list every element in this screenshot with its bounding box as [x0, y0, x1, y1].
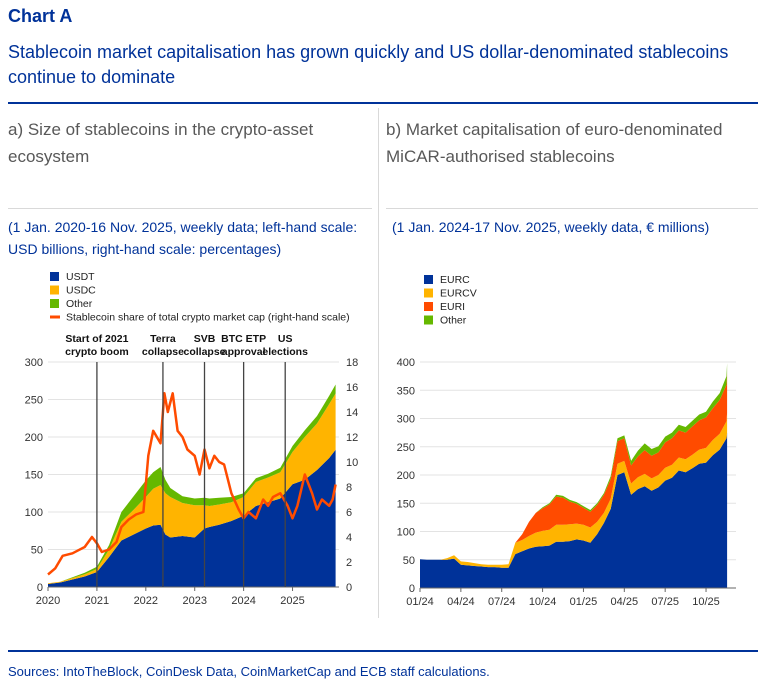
- panel-b-ytick-label: 150: [397, 498, 415, 510]
- panel-a-legend-label: Other: [66, 298, 93, 310]
- panel-a-y2tick-label: 2: [346, 557, 352, 569]
- panel-a-ytick-label: 150: [25, 470, 43, 482]
- panel-b-ytick-label: 350: [397, 385, 415, 397]
- panel-b-legend-label: EURCV: [440, 288, 477, 300]
- panel-b-separator: [386, 208, 758, 209]
- panel-a-separator: [8, 208, 372, 209]
- panel-divider: [378, 108, 379, 618]
- panel-a-event-label: collapse: [183, 346, 225, 358]
- panel-a-y2tick-label: 4: [346, 532, 352, 544]
- panel-a-ytick-label: 0: [37, 582, 43, 594]
- panel-a-ytick-label: 50: [31, 545, 43, 557]
- panel-a-y2tick-label: 10: [346, 457, 358, 469]
- panel-a-legend-swatch: [50, 272, 59, 281]
- panel-a-xtick-label: 2024: [231, 595, 255, 607]
- panel-a-xtick-label: 2021: [85, 595, 109, 607]
- panel-b-xtick-label: 07/24: [488, 596, 516, 608]
- panel-b-ytick-label: 400: [397, 357, 415, 369]
- panel-b-xtick-label: 04/25: [611, 596, 639, 608]
- panel-b-xtick-label: 01/24: [406, 596, 434, 608]
- panel-b-xtick-label: 01/25: [570, 596, 598, 608]
- panel-a-ytick-label: 250: [25, 395, 43, 407]
- panel-a-ytick-label: 100: [25, 507, 43, 519]
- panel-a-xtick-label: 2020: [36, 595, 60, 607]
- panel-a-y2tick-label: 0: [346, 582, 352, 594]
- panel-a-legend-label: Stablecoin share of total crypto market …: [66, 312, 350, 324]
- panel-b-legend-label: Other: [440, 315, 467, 327]
- panel-a-event-label: collapse: [142, 346, 184, 358]
- panel-a-share-line: [47, 392, 337, 576]
- panel-b-xtick-label: 07/25: [651, 596, 679, 608]
- panel-b-xtick-label: 04/24: [447, 596, 475, 608]
- panel-a-title: a) Size of stablecoins in the crypto-ass…: [8, 120, 314, 166]
- panel-a-ytick-label: 200: [25, 432, 43, 444]
- panel-b-title: b) Market capitalisation of euro-denomin…: [386, 120, 723, 166]
- panel-b-area-eurc: [420, 432, 728, 588]
- panel-b-legend-label: EURC: [440, 274, 470, 286]
- panel-b-area-eurcv: [420, 412, 728, 568]
- panel-a-area-usdc: [48, 393, 336, 584]
- panel-a-y2tick-label: 14: [346, 407, 358, 419]
- panel-b-xtick-label: 10/24: [529, 596, 557, 608]
- chart-title: Stablecoin market capitalisation has gro…: [8, 42, 729, 87]
- panel-b-ytick-label: 250: [397, 442, 415, 454]
- panel-b-legend-swatch: [424, 315, 433, 325]
- panel-a-event-label: approval: [222, 346, 266, 358]
- panel-a-event-label: Start of 2021: [65, 333, 128, 345]
- panel-a-area-usdt: [48, 449, 336, 587]
- panel-b-ytick-label: 0: [409, 583, 415, 595]
- panel-a-event-label: Terra: [150, 333, 176, 345]
- panel-b-ytick-label: 50: [403, 555, 415, 567]
- panel-b-ytick-label: 200: [397, 470, 415, 482]
- panel-a-legend-label: USDC: [66, 285, 96, 297]
- panel-b-plot: 0 50 100 150 200 250 300 350 400 01/24 04/24 07/24 1…: [397, 357, 736, 608]
- panel-a-subtitle: (1 Jan. 2020-16 Nov. 2025, weekly data; …: [8, 219, 358, 257]
- panel-b-legend-swatch: [424, 302, 433, 311]
- panel-a-event-label: BTC ETP: [221, 333, 266, 345]
- panel-a-ytick-label: 300: [25, 357, 43, 369]
- panel-a-y2tick-label: 6: [346, 507, 352, 519]
- panel-a-legend-label: USDT: [66, 271, 95, 283]
- top-rule: [8, 102, 758, 104]
- sources-note: Sources: IntoTheBlock, CoinDesk Data, Co…: [8, 664, 490, 679]
- panel-a-event-label: SVB: [194, 333, 216, 345]
- panel-a-xtick-label: 2022: [134, 595, 158, 607]
- panel-a-event-label: US: [278, 333, 293, 345]
- panel-a-legend-swatch: [50, 285, 59, 295]
- panel-b-legend-swatch: [424, 288, 433, 298]
- panel-b-legend-swatch: [424, 275, 433, 284]
- panel-b-legend-label: EURI: [440, 301, 465, 313]
- panel-a-y2tick-label: 8: [346, 482, 352, 494]
- panel-a-xtick-label: 2023: [182, 595, 206, 607]
- panel-a-legend-swatch: [50, 299, 59, 308]
- chart-label: Chart A: [8, 6, 73, 26]
- panel-a-y2tick-label: 18: [346, 357, 358, 369]
- panel-a-y2tick-label: 16: [346, 382, 358, 394]
- panel-a-event-label: elections: [262, 346, 308, 358]
- bottom-rule: [8, 650, 758, 652]
- panel-a-y2tick-label: 12: [346, 432, 358, 444]
- panel-a-legend-swatch: [50, 315, 60, 319]
- panel-b-xtick-label: 10/25: [692, 596, 720, 608]
- panel-b-ytick-label: 300: [397, 414, 415, 426]
- panel-a-event-label: crypto boom: [65, 346, 129, 358]
- panel-b-subtitle: (1 Jan. 2024-17 Nov. 2025, weekly data, …: [392, 219, 710, 235]
- panel-a-xtick-label: 2025: [280, 595, 304, 607]
- panel-b-ytick-label: 100: [397, 527, 415, 539]
